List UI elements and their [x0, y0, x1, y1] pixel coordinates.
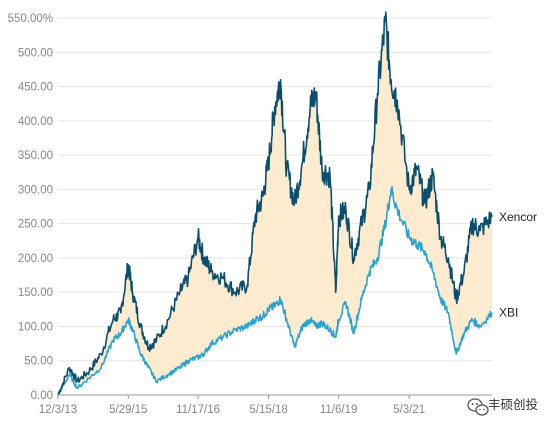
series-line-xbi	[57, 185, 493, 396]
y-tick-label: 300.00	[18, 184, 53, 196]
x-tick-label: 5/15/18	[249, 404, 287, 416]
y-tick-label: 500.00	[18, 47, 53, 59]
x-tick-label: 5/3/21	[393, 404, 425, 416]
watermark-text: 丰硕创投	[488, 397, 538, 412]
y-tick-label: 400.00	[18, 116, 53, 128]
y-tick-label: 150.00	[18, 287, 53, 299]
y-tick-label: 450.00	[18, 82, 53, 94]
x-tick-label: 12/3/13	[39, 404, 77, 416]
legend: Xencor XBI	[499, 210, 537, 320]
series-lines	[57, 11, 493, 396]
watermark: 丰硕创投	[467, 397, 538, 416]
y-tick-label: 200.00	[18, 253, 53, 265]
legend-label-xencor: Xencor	[499, 210, 537, 224]
legend-label-xbi: XBI	[499, 306, 518, 320]
y-tick-label: 50.00	[24, 356, 53, 368]
y-tick-label: 250.00	[18, 219, 53, 231]
wechat-icon	[467, 398, 489, 416]
x-tick-label: 5/29/15	[109, 404, 147, 416]
x-tick-label: 11/6/19	[320, 404, 358, 416]
y-axis-ticks: 0.00 50.00 100.00 150.00 200.00 250.00 300.00 3…	[8, 13, 53, 402]
x-axis-ticks: 12/3/13 5/29/15 11/17/16 5/15/18 11/6/19 5/3/…	[39, 395, 425, 416]
y-tick-label: 350.00	[18, 150, 53, 162]
fill-between	[58, 12, 492, 395]
y-tick-label: 550.00%	[8, 13, 53, 25]
series-line-xencor	[57, 11, 493, 396]
y-tick-label: 100.00	[18, 321, 53, 333]
fill-between-area	[58, 12, 492, 395]
x-tick-label: 11/17/16	[176, 404, 220, 416]
y-tick-label: 0.00	[31, 390, 53, 402]
